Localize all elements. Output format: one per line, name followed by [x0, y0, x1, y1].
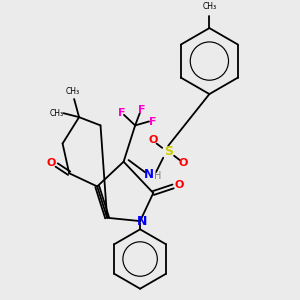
Text: F: F — [118, 108, 125, 118]
Text: N: N — [136, 214, 147, 228]
Text: F: F — [138, 105, 146, 115]
Text: O: O — [174, 180, 184, 190]
Text: O: O — [46, 158, 56, 168]
Text: CH₃: CH₃ — [65, 87, 80, 96]
Text: F: F — [148, 117, 156, 127]
Text: N: N — [144, 168, 154, 182]
Text: O: O — [148, 135, 158, 145]
Text: O: O — [178, 158, 188, 168]
Text: H: H — [154, 171, 161, 181]
Text: CH₃: CH₃ — [202, 2, 216, 11]
Text: CH₃: CH₃ — [50, 110, 64, 118]
Text: S: S — [164, 145, 172, 158]
